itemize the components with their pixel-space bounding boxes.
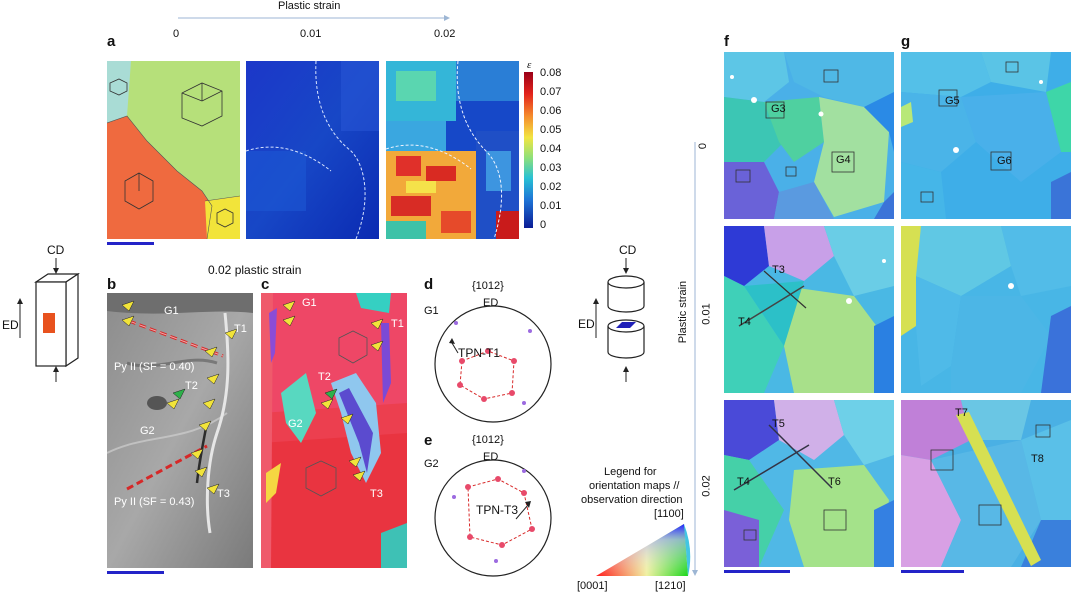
right-axis-title: Plastic strain xyxy=(677,280,689,344)
panel-c-t1: T1 xyxy=(391,318,404,330)
panel-f-g4: G4 xyxy=(836,154,851,166)
top-axis-arrow xyxy=(178,15,450,21)
panel-label-g: g xyxy=(901,33,911,50)
legend-title-1: Legend for xyxy=(604,466,657,478)
panel-f-t5: T5 xyxy=(772,418,785,430)
left-specimen-diagram xyxy=(17,258,80,382)
colorbar-tick-0: 0 xyxy=(540,219,547,231)
legend-title-2: orientation maps // xyxy=(589,480,680,492)
panel-c-g1: G1 xyxy=(302,297,317,309)
crystal-icon xyxy=(109,78,234,228)
panel-g-map-002 xyxy=(901,400,1071,567)
panel-c-g2: G2 xyxy=(288,418,303,430)
panel-e-label: TPN-T3 xyxy=(476,503,518,517)
panel-c-t2: T2 xyxy=(318,371,331,383)
scale-bar-a xyxy=(107,242,154,245)
top-tick-0: 0 xyxy=(173,28,180,40)
panel-f-g3: G3 xyxy=(771,103,786,115)
panel-label-a: a xyxy=(107,33,116,50)
panel-b-slip2: Py II (SF = 0.43) xyxy=(114,496,195,508)
colorbar-tick-005: 0.05 xyxy=(540,124,562,136)
panel-d-plane: {1012} xyxy=(472,280,504,292)
panel-g-g5: G5 xyxy=(945,95,960,107)
panel-f-t4b: T4 xyxy=(737,476,750,488)
right-axis-tick-001: 0.01 xyxy=(700,303,713,325)
panel-label-d: d xyxy=(424,276,434,293)
colorbar-tick-006: 0.06 xyxy=(540,105,562,117)
panel-e-plane: {1012} xyxy=(472,434,504,446)
panel-label-b: b xyxy=(107,276,117,293)
panel-b-slip1: Py II (SF = 0.40) xyxy=(114,361,195,373)
colorbar xyxy=(524,72,533,228)
panel-d-grain: G1 xyxy=(424,305,439,317)
panel-c-t3: T3 xyxy=(370,488,383,500)
panel-d-pole-figure xyxy=(434,305,552,423)
legend-left-direction: [0001] xyxy=(577,580,608,592)
top-tick-001: 0.01 xyxy=(300,28,322,40)
panel-b-g2: G2 xyxy=(140,425,155,437)
panel-f-map-001 xyxy=(724,226,894,393)
panel-g-t7: T7 xyxy=(955,407,968,419)
colorbar-symbol: ε xyxy=(527,59,532,71)
legend-top-direction: [1100] xyxy=(654,508,684,520)
panel-b-t2: T2 xyxy=(185,380,198,392)
panel-label-c: c xyxy=(261,276,270,293)
panel-g-map-0 xyxy=(901,52,1071,219)
right-axis-tick-0: 0 xyxy=(697,142,710,150)
panel-g-map-001 xyxy=(901,226,1071,393)
panel-b-sem-image xyxy=(107,293,253,568)
panel-b-t3: T3 xyxy=(217,488,230,500)
right-axis-arrow xyxy=(692,142,698,576)
colorbar-tick-008: 0.08 xyxy=(540,67,562,79)
center-specimen-diagram xyxy=(593,258,645,382)
scale-bar-f xyxy=(724,570,790,573)
panel-g-g6: G6 xyxy=(997,155,1012,167)
center-diagram-ed: ED xyxy=(578,317,595,331)
middle-title: 0.02 plastic strain xyxy=(208,263,302,277)
top-tick-002: 0.02 xyxy=(434,28,456,40)
panel-e-grain: G2 xyxy=(424,458,439,470)
center-diagram-cd: CD xyxy=(619,243,637,257)
panel-a-strain-map-0.02 xyxy=(386,61,519,239)
legend-title-3: observation direction xyxy=(581,494,683,506)
panel-label-f: f xyxy=(724,33,729,50)
colorbar-tick-002: 0.02 xyxy=(540,181,562,193)
panel-b-t1: T1 xyxy=(234,323,247,335)
panel-f-map-002 xyxy=(724,400,894,567)
panel-c-orientation-map xyxy=(261,293,407,568)
right-axis-tick-002: 0.02 xyxy=(700,475,713,497)
colorbar-tick-003: 0.03 xyxy=(540,162,562,174)
top-axis-title: Plastic strain xyxy=(278,0,341,12)
panel-b-g1: G1 xyxy=(164,305,179,317)
panel-e-pole-figure xyxy=(434,459,552,577)
left-diagram-ed: ED xyxy=(2,318,19,332)
legend-right-direction: [1210] xyxy=(655,580,686,592)
panel-d-label: TPN-T1 xyxy=(458,346,500,360)
panel-f-t3: T3 xyxy=(772,264,785,276)
panel-label-e: e xyxy=(424,432,433,449)
panel-f-t4: T4 xyxy=(738,316,751,328)
panel-f-map-0 xyxy=(724,52,894,219)
panel-f-t6: T6 xyxy=(828,476,841,488)
colorbar-tick-004: 0.04 xyxy=(540,143,562,155)
scale-bar-b xyxy=(107,571,164,574)
colorbar-tick-007: 0.07 xyxy=(540,86,562,98)
ipf-color-triangle xyxy=(596,524,691,576)
panel-a-orientation-map xyxy=(107,61,240,239)
panel-g-t8: T8 xyxy=(1031,453,1044,465)
panel-a-strain-map-0.01 xyxy=(246,61,379,239)
colorbar-tick-001: 0.01 xyxy=(540,200,562,212)
scale-bar-g xyxy=(901,570,964,573)
left-diagram-cd: CD xyxy=(47,243,65,257)
